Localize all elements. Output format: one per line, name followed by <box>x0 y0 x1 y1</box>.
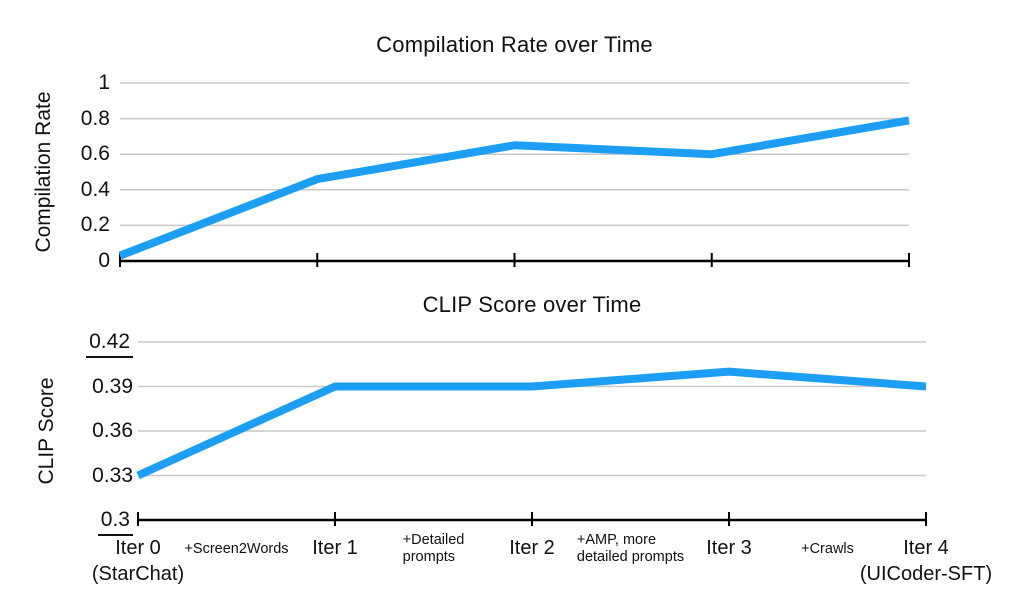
y-tick-label: 0.4 <box>0 178 110 202</box>
x-axis-label-line: +Crawls <box>801 540 854 557</box>
y-tick-label: 1 <box>0 71 110 95</box>
x-axis-label-iteration: Iter 0 (StarChat) <box>92 535 184 587</box>
x-axis-label-line: +Detailed <box>402 532 465 548</box>
x-axis-label-annotation: +Detailed prompts <box>403 532 465 566</box>
y-tick-label: 0.8 <box>0 107 110 131</box>
y-tick-label: 0.3 <box>23 508 133 536</box>
x-axis-label-annotation: +Screen2Words <box>184 541 288 558</box>
y-tick-label: 0.33 <box>23 464 133 488</box>
x-axis-label-line: Iter 3 <box>706 537 752 559</box>
y-tick-text: 0.36 <box>92 419 133 442</box>
y-tick-text: 0.6 <box>80 142 110 166</box>
y-tick-label: 0.2 <box>0 213 110 237</box>
x-axis-label-line: detailed prompts <box>576 549 685 565</box>
y-tick-text: 1 <box>98 71 110 94</box>
chart-title-clip-score: CLIP Score over Time <box>422 292 642 317</box>
y-tick-text: 0.2 <box>80 213 110 237</box>
x-axis-label-line: (StarChat) <box>91 563 185 585</box>
x-axis-label-line: Iter 1 <box>312 537 358 559</box>
x-axis-label-line: +Screen2Words <box>184 540 289 557</box>
y-tick-label: 0.42 <box>23 330 133 358</box>
x-axis-label-iteration: Iter 3 <box>706 535 752 561</box>
x-axis-label-line: (UICoder-SFT) <box>859 563 993 585</box>
x-axis-label-iteration: Iter 4 (UICoder-SFT) <box>860 535 992 587</box>
y-tick-text: 0.39 <box>92 374 133 398</box>
y-tick-label: 0.6 <box>0 142 110 166</box>
data-line-clip-score <box>136 367 927 480</box>
x-axis-label-line: Iter 4 <box>903 537 949 559</box>
x-axis-label-annotation: +Crawls <box>801 541 854 558</box>
y-tick-text: 0.8 <box>80 106 110 130</box>
y-tick-text: 0.33 <box>92 463 133 487</box>
x-axis-label-line: prompts <box>402 549 456 565</box>
y-tick-label: 0.36 <box>23 419 133 443</box>
x-axis-label-iteration: Iter 1 <box>312 535 358 561</box>
y-tick-text: 0.42 <box>86 330 133 358</box>
data-line-compilation-rate <box>118 116 910 260</box>
y-tick-text: 0.4 <box>80 177 110 201</box>
x-axis-label-line: Iter 0 <box>115 537 161 559</box>
y-tick-text: 0.3 <box>97 508 133 536</box>
y-tick-text: 0 <box>98 249 110 272</box>
x-axis-label-iteration: Iter 2 <box>509 535 555 561</box>
y-tick-label: 0 <box>0 249 110 273</box>
x-axis-label-line: Iter 2 <box>509 537 555 559</box>
x-axis-label-line: +AMP, more <box>576 532 657 548</box>
chart-title-compilation-rate: Compilation Rate over Time <box>376 32 653 57</box>
y-tick-label: 0.39 <box>23 375 133 399</box>
x-axis-label-annotation: +AMP, more detailed prompts <box>577 532 684 566</box>
